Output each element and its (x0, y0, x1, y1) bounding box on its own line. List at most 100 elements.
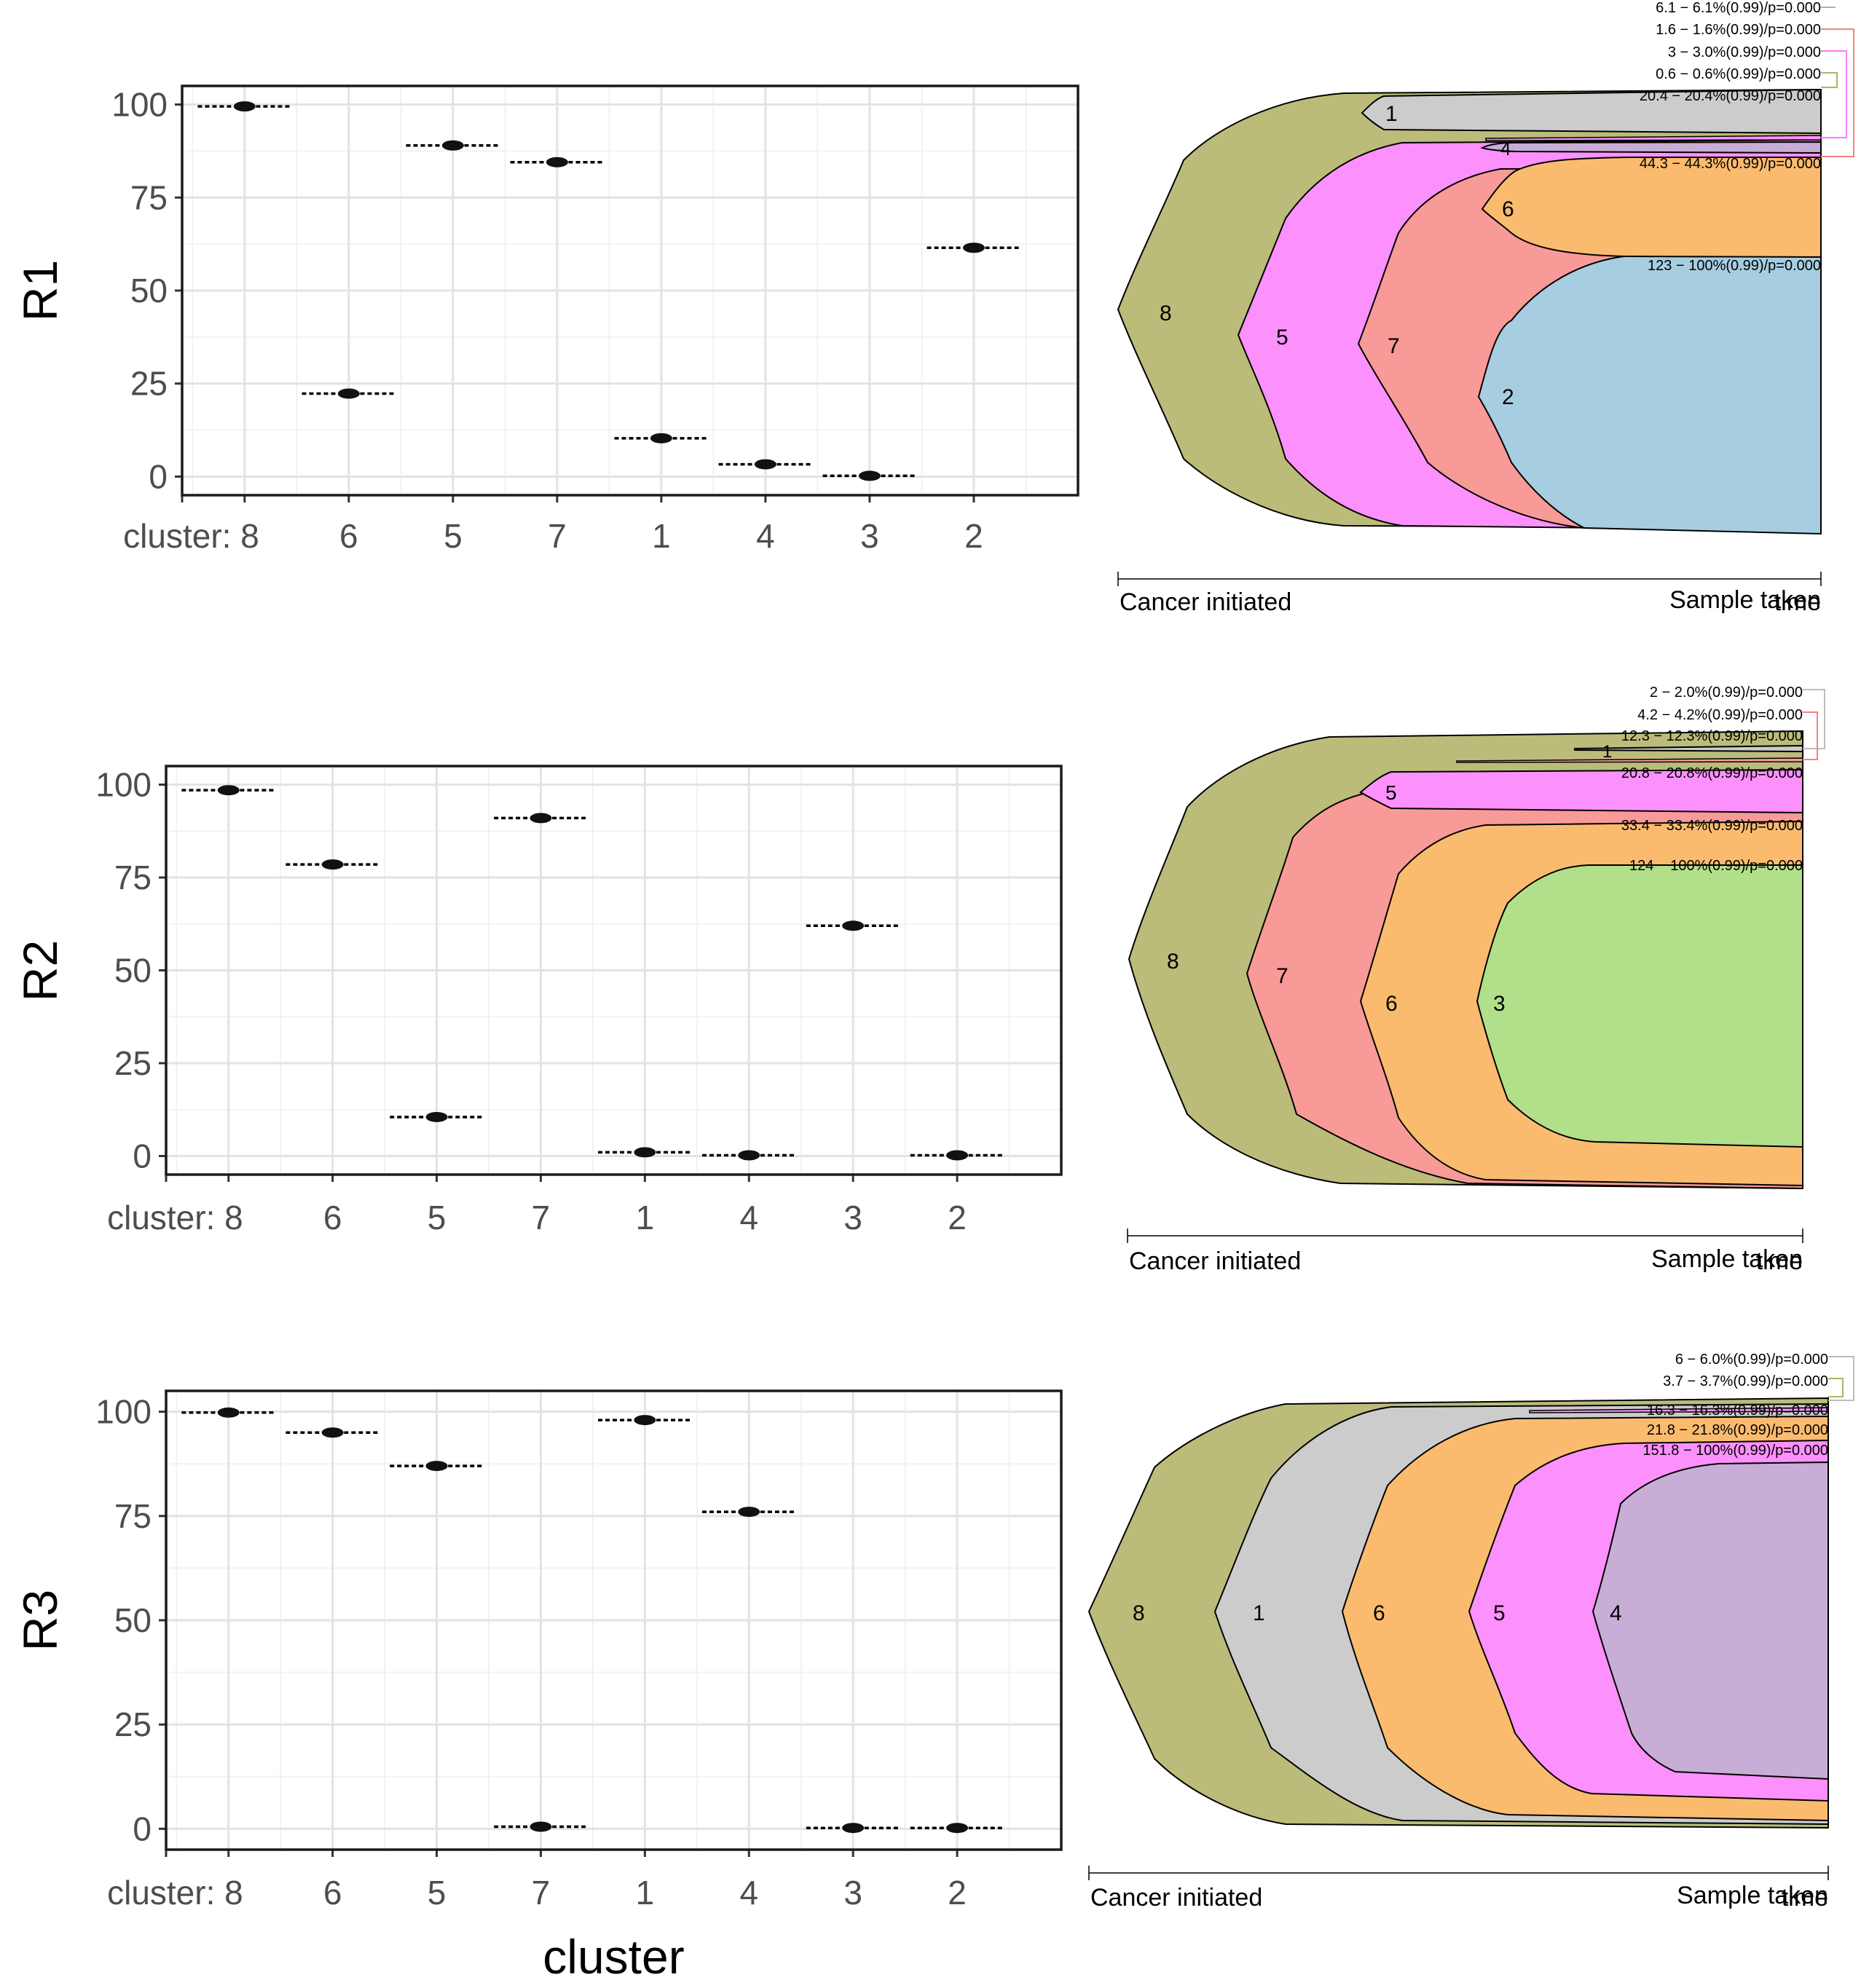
axis-label-time: time (1774, 588, 1821, 616)
x-tick-label: 4 (739, 1199, 758, 1236)
data-point-1 (337, 388, 360, 399)
annotation-1: 6 − 6.0%(0.99)/p=0.000 (1675, 1352, 1828, 1368)
connector-grey (1803, 689, 1825, 749)
annotation-3: 12.3 − 12.3%(0.99)/p=0.000 (1621, 728, 1803, 744)
axis-label-time: time (1782, 1884, 1828, 1912)
x-tick-label: cluster: 8 (123, 517, 259, 555)
axis-label-time: time (1756, 1247, 1803, 1275)
y-tick-label: 50 (114, 952, 152, 990)
clone-1-band (1361, 88, 1822, 135)
clone-6-band (1481, 157, 1822, 259)
data-point-6 (842, 1823, 865, 1834)
data-point-7 (946, 1823, 969, 1834)
connector-salmon (1803, 711, 1818, 760)
axis-label-sample-taken: Sample taken (1651, 1245, 1803, 1273)
y-tick-label: 50 (130, 272, 168, 309)
x-tick-label: 6 (323, 1874, 342, 1912)
clone-label-4: 4 (1610, 1601, 1622, 1625)
clone-label-8: 8 (1133, 1601, 1145, 1625)
scatter-panel-r2: 0 25 50 75 100 cluster: 8 6 5 7 1 4 3 2 R2 (13, 765, 1063, 1236)
y-tick-label: 0 (149, 457, 168, 495)
connector-pink (1821, 50, 1847, 138)
clone-4-band (1456, 757, 1803, 763)
axis-label-cancer-initiated: Cancer initiated (1129, 1247, 1301, 1275)
clone-label-1: 1 (1385, 102, 1398, 126)
clone-label-3: 3 (1493, 992, 1506, 1016)
annotation-5: 33.4 − 33.4%(0.99)/p=0.000 (1621, 818, 1803, 834)
x-tick-label: cluster: 8 (107, 1199, 243, 1236)
x-tick-label: 6 (323, 1199, 342, 1236)
data-point-7 (946, 1150, 969, 1161)
clone-label-7: 7 (1276, 964, 1288, 988)
data-point-4 (634, 1147, 656, 1158)
x-tick-label: 5 (444, 517, 463, 555)
data-point-6 (842, 920, 865, 931)
data-point-2 (441, 140, 464, 151)
annotation-4: 21.8 − 21.8%(0.99)/p=0.000 (1647, 1422, 1828, 1438)
annotation-3: 16.3 − 16.3%(0.99)/p=0.000 (1647, 1403, 1828, 1419)
x-tick-label: 4 (756, 517, 775, 555)
axis-label-cancer-initiated: Cancer initiated (1120, 588, 1291, 616)
data-point-4 (650, 433, 672, 443)
data-point-0 (233, 101, 256, 112)
x-axis-title: cluster (543, 1930, 684, 1984)
clone-label-6: 6 (1373, 1601, 1385, 1625)
x-tick-label: cluster: 8 (107, 1874, 243, 1912)
y-tick-label: 75 (114, 1497, 152, 1535)
axis-label-cancer-initiated: Cancer initiated (1090, 1884, 1262, 1912)
clone-3-band (1476, 864, 1803, 1148)
x-tick-label: 7 (532, 1199, 551, 1236)
x-tick-label: 1 (652, 517, 671, 555)
scatter-panel-r3: 0 25 50 75 100 cluster: 8 6 5 7 1 4 3 2 R3 cluster (13, 1389, 1063, 1984)
annotation-4: 0.6 − 0.6%(0.99)/p=0.000 (1656, 66, 1821, 82)
x-tick-label: 2 (964, 517, 983, 555)
y-tick-label: 100 (95, 1393, 152, 1431)
y-tick-label: 0 (133, 1137, 152, 1175)
y-tick-label: 75 (130, 178, 168, 216)
clone-label-5: 5 (1276, 326, 1288, 350)
y-tick-label: 100 (111, 86, 168, 124)
y-tick-label: 0 (133, 1810, 152, 1847)
annotation-7: 123 − 100%(0.99)/p=0.000 (1648, 258, 1821, 274)
clone-label-1: 1 (1602, 742, 1612, 762)
data-point-2 (425, 1461, 448, 1472)
x-tick-label: 1 (636, 1199, 655, 1236)
panel-border (165, 765, 1063, 1176)
clone-label-8: 8 (1160, 301, 1172, 326)
x-tick-label: 6 (339, 517, 358, 555)
x-tick-label: 3 (843, 1199, 862, 1236)
axis-label-sample-taken: Sample taken (1677, 1882, 1828, 1909)
annotation-6: 44.3 − 44.3%(0.99)/p=0.000 (1640, 156, 1821, 172)
annotation-2: 4.2 − 4.2%(0.99)/p=0.000 (1637, 707, 1803, 723)
x-tick-label: 3 (843, 1874, 862, 1912)
clone-4-band (1592, 1461, 1829, 1780)
x-tick-label: 7 (532, 1874, 551, 1912)
annotation-5: 20.4 − 20.4%(0.99)/p=0.000 (1640, 88, 1821, 104)
annotation-5: 151.8 − 100%(0.99)/p=0.000 (1642, 1443, 1828, 1459)
annotation-2: 3.7 − 3.7%(0.99)/p=0.000 (1663, 1373, 1828, 1389)
x-tick-label: 7 (548, 517, 567, 555)
clone-label-2: 2 (1502, 385, 1514, 409)
data-point-7 (962, 242, 985, 253)
panel-border (165, 1389, 1063, 1851)
clone-label-4: 4 (1500, 138, 1511, 159)
clone-label-6: 6 (1385, 992, 1398, 1016)
y-tick-label: 50 (114, 1601, 152, 1639)
fishplot-r1: 8 5 7 2 6 1 4 6.1 − 6.1%(0.99)/p=0.000 1… (1117, 0, 1854, 616)
clone-label-7: 7 (1388, 334, 1400, 358)
connector-grey (1828, 1356, 1854, 1401)
connector-olive (1828, 1378, 1844, 1397)
annotation-2: 1.6 − 1.6%(0.99)/p=0.000 (1656, 22, 1821, 38)
clone-label-1: 1 (1253, 1601, 1265, 1625)
y-axis-title: R3 (13, 1590, 67, 1651)
clone-3-sliver (1485, 135, 1822, 141)
clone-label-8: 8 (1167, 950, 1179, 974)
x-tick-label: 5 (428, 1874, 446, 1912)
data-point-0 (217, 1407, 240, 1418)
data-point-5 (754, 459, 776, 470)
data-point-1 (321, 1427, 344, 1438)
clone-label-5: 5 (1385, 781, 1397, 804)
y-axis-title: R2 (13, 940, 67, 1001)
x-tick-label: 2 (948, 1874, 967, 1912)
panel-border (181, 84, 1079, 497)
